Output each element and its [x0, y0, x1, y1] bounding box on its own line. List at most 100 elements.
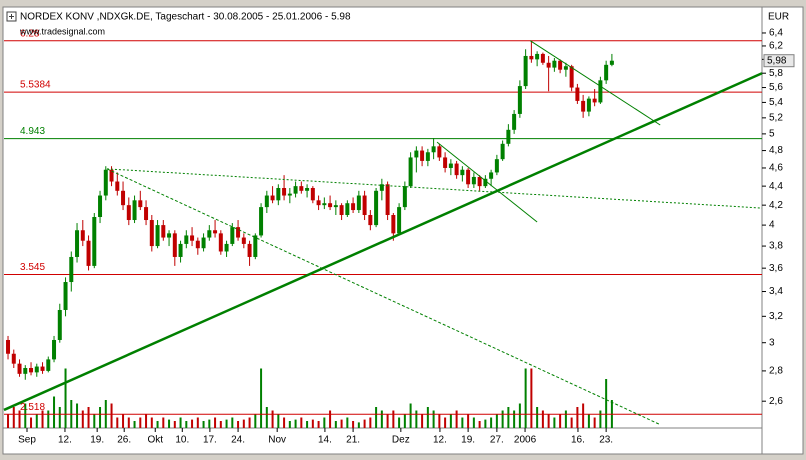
x-tick-label: 12. [58, 435, 72, 446]
candle-body [368, 215, 373, 226]
y-tick-label: 5,8 [769, 68, 783, 79]
y-tick-label: 3 [769, 337, 775, 348]
volume-bar [196, 417, 199, 428]
x-tick-label: 12. [433, 435, 447, 446]
x-tick-label: 10. [175, 435, 189, 446]
trendline [106, 168, 661, 426]
candle-body [287, 193, 292, 196]
x-tick-label: 24. [231, 435, 245, 446]
candle-body [471, 176, 476, 185]
volume-bar [478, 421, 481, 428]
volume-bar [219, 421, 222, 428]
volume-bar [294, 419, 297, 428]
candle-body [609, 60, 614, 65]
last-price-box [763, 54, 795, 68]
volume-bar [116, 417, 119, 428]
volume-bar [41, 410, 44, 428]
volume-bar [317, 421, 320, 428]
y-tick-label: 4,2 [769, 200, 783, 211]
volume-bar [490, 417, 493, 428]
volume-bar [311, 419, 314, 428]
candle-body [69, 256, 74, 283]
candle-body [523, 55, 528, 87]
y-tick-label: 6,2 [769, 41, 783, 52]
candle-body [483, 178, 488, 187]
candle-body [121, 190, 126, 206]
volume-bar [162, 417, 165, 428]
candle-body [178, 243, 183, 257]
volume-bar [415, 410, 418, 428]
y-tick-label: 5,6 [769, 82, 783, 93]
volume-bar [536, 407, 539, 428]
volume-bar [208, 419, 211, 428]
volume-bar [409, 403, 412, 428]
y-tick-label: 2,8 [769, 366, 783, 377]
candle-body [563, 66, 568, 70]
x-tick-label: Dez [392, 435, 410, 446]
x-tick-label: 19. [461, 435, 475, 446]
candle-body [575, 87, 580, 101]
x-tick-label: 27. [490, 435, 504, 446]
x-tick-label: 23. [599, 435, 613, 446]
volume-bar [501, 410, 504, 428]
chart-subtitle: www.tradesignal.com [19, 26, 105, 36]
volume-bar [472, 417, 475, 428]
candle-body [270, 195, 275, 201]
candle-body [397, 207, 402, 234]
volume-bar [93, 414, 96, 428]
volume-bar [375, 407, 378, 428]
volume-bar [133, 421, 136, 428]
volume-bar [421, 414, 424, 428]
candle-body [236, 227, 241, 238]
volume-bar [495, 414, 498, 428]
candle-body [420, 150, 425, 161]
candle-body [425, 152, 430, 161]
candle-body [558, 60, 563, 70]
candle-body [218, 233, 223, 252]
y-tick-label: 6,4 [769, 28, 783, 39]
candle-body [374, 190, 379, 226]
y-tick-label: 4,4 [769, 181, 783, 192]
volume-bar [76, 403, 79, 428]
candle-body [402, 186, 407, 208]
volume-bar [254, 414, 257, 428]
volume-bar [599, 410, 602, 428]
candle-body [316, 200, 321, 206]
volume-bar [507, 407, 510, 428]
candle-body [155, 225, 160, 247]
candle-body [23, 367, 28, 374]
candle-body [57, 309, 62, 340]
volume-bar [541, 410, 544, 428]
candle-body [339, 205, 344, 216]
candle-body [172, 233, 177, 257]
candle-body [6, 339, 11, 354]
candle-body [144, 207, 149, 221]
volume-bar [53, 396, 56, 428]
volume-bar [570, 417, 573, 428]
volume-bar [386, 414, 389, 428]
candle-body [299, 186, 304, 191]
volume-bar [260, 368, 263, 428]
volume-bar [81, 410, 84, 428]
volume-bar [564, 410, 567, 428]
volume-bar [587, 414, 590, 428]
y-tick-label: 4,6 [769, 163, 783, 174]
level-label: 2.518 [20, 402, 45, 413]
candle-body [195, 240, 200, 249]
volume-bar [139, 417, 142, 428]
candle-body [293, 186, 298, 194]
volume-bar [168, 419, 171, 428]
candle-body [448, 163, 453, 168]
volume-bar [432, 410, 435, 428]
y-tick-label: 2,6 [769, 396, 783, 407]
candle-body [230, 227, 235, 244]
candle-body [213, 230, 218, 234]
x-tick-label: Okt [147, 435, 163, 446]
chart-background [2, 6, 804, 455]
candle-body [11, 353, 16, 364]
volume-bar [18, 410, 21, 428]
candle-body [592, 98, 597, 103]
chart-title: NORDEX KONV ,NDXGk.DE, Tageschart - 30.0… [20, 12, 351, 23]
candle-body [190, 235, 195, 241]
candle-body [126, 205, 131, 221]
